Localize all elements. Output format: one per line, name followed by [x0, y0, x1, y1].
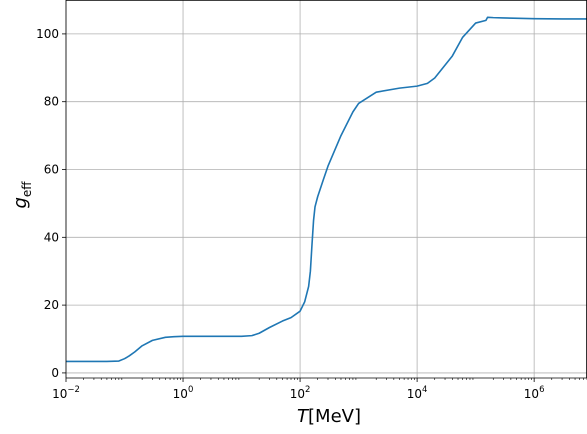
- series-layer: [66, 16, 587, 363]
- y-tick-label: 40: [44, 230, 59, 244]
- y-tick-label: 0: [51, 366, 59, 380]
- y-tick-label: 60: [44, 163, 59, 177]
- x-axis-label: T[MeV]: [297, 406, 361, 427]
- y-axis-label: geff: [10, 181, 34, 209]
- x-tick-label: 104: [407, 385, 428, 401]
- ticks: 0 20 40 60 80 100 10−2 100 102 104 106: [36, 27, 587, 401]
- x-tick-label: 10−2: [52, 385, 80, 401]
- x-tick-label: 102: [290, 385, 311, 401]
- y-tick-label: 80: [44, 95, 59, 109]
- x-tick-label: 100: [173, 385, 194, 401]
- y-tick-label: 100: [36, 27, 59, 41]
- x-tick-label: 106: [524, 385, 545, 401]
- axes: [65, 0, 587, 379]
- series-line: [66, 16, 587, 363]
- grid: [65, 0, 587, 378]
- y-tick-label: 20: [44, 298, 59, 312]
